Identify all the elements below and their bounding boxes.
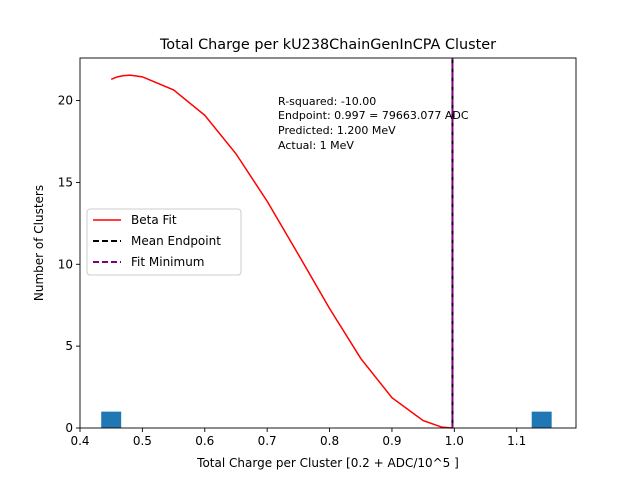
legend-frame <box>86 208 242 276</box>
histogram-bar-0 <box>101 411 122 428</box>
y-tick-label-1: 5 <box>65 339 73 353</box>
y-tick-label-0: 0 <box>65 421 73 435</box>
annotation-box: R-squared: -10.00 Endpoint: 0.997 = 7966… <box>278 95 469 152</box>
legend-label-fit-minimum: Fit Minimum <box>131 255 205 269</box>
legend: Beta Fit Mean Endpoint Fit Minimum <box>86 208 242 276</box>
chart-title: Total Charge per kU238ChainGenInCPA Clus… <box>159 37 496 53</box>
plot-frame <box>79 57 577 429</box>
y-axis-label: Number of Clusters <box>32 185 46 301</box>
histogram-bar-1 <box>531 411 552 428</box>
annotation-actual: Actual: 1 MeV <box>278 139 354 152</box>
annotation-endpoint: Endpoint: 0.997 = 79663.077 ADC <box>278 109 469 122</box>
x-tick-label-6: 1.0 <box>445 434 464 448</box>
x-axis-label: Total Charge per Cluster [0.2 + ADC/10^5… <box>196 456 459 470</box>
x-tick-label-1: 0.5 <box>133 434 152 448</box>
y-tick-label-3: 15 <box>58 175 73 189</box>
x-tick-label-0: 0.4 <box>70 434 89 448</box>
plot-area <box>101 58 552 429</box>
x-tick-label-2: 0.6 <box>195 434 214 448</box>
y-tick-label-4: 20 <box>58 94 73 108</box>
beta-fit-line <box>110 74 453 429</box>
annotation-predicted: Predicted: 1.200 MeV <box>278 124 396 137</box>
annotation-r-squared: R-squared: -10.00 <box>278 95 376 108</box>
legend-label-beta-fit: Beta Fit <box>131 213 177 227</box>
legend-label-mean-endpoint: Mean Endpoint <box>131 234 221 248</box>
x-tick-label-4: 0.8 <box>320 434 339 448</box>
axis-ticks: 0.4 0.5 0.6 0.7 0.8 0.9 1.0 1.1 0 5 10 15 20 <box>58 94 527 448</box>
x-tick-label-5: 0.9 <box>382 434 401 448</box>
x-tick-label-7: 1.1 <box>507 434 526 448</box>
y-tick-label-2: 10 <box>58 257 73 271</box>
x-tick-label-3: 0.7 <box>258 434 277 448</box>
